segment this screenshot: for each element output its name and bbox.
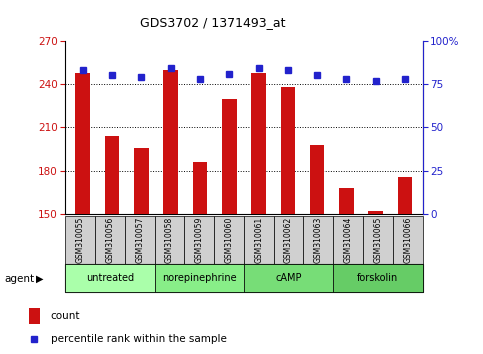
Bar: [75, 73, 90, 214]
Bar: [65, 216, 95, 264]
Text: GSM310059: GSM310059: [195, 217, 204, 263]
Bar: [105, 136, 119, 214]
Text: GSM310061: GSM310061: [255, 217, 263, 263]
Bar: [125, 216, 155, 264]
Text: agent: agent: [5, 274, 35, 284]
Bar: [163, 70, 178, 214]
Bar: [333, 216, 363, 264]
Text: GSM310066: GSM310066: [403, 217, 412, 263]
Bar: [274, 216, 303, 264]
Text: ▶: ▶: [36, 274, 44, 284]
Bar: [214, 216, 244, 264]
Text: GSM310064: GSM310064: [344, 217, 353, 263]
Text: forskolin: forskolin: [357, 273, 398, 283]
Bar: [244, 216, 274, 264]
Text: GSM310062: GSM310062: [284, 217, 293, 263]
Bar: [393, 216, 423, 264]
Text: count: count: [51, 311, 80, 321]
Bar: [193, 162, 207, 214]
Text: GSM310058: GSM310058: [165, 217, 174, 263]
Text: percentile rank within the sample: percentile rank within the sample: [51, 334, 227, 344]
Bar: [155, 264, 244, 292]
Bar: [29, 308, 40, 324]
Bar: [65, 264, 155, 292]
Text: GSM310063: GSM310063: [314, 217, 323, 263]
Bar: [244, 264, 333, 292]
Text: GSM310057: GSM310057: [135, 217, 144, 263]
Bar: [251, 73, 266, 214]
Bar: [310, 145, 325, 214]
Bar: [363, 216, 393, 264]
Text: cAMP: cAMP: [275, 273, 302, 283]
Bar: [369, 211, 383, 214]
Bar: [339, 188, 354, 214]
Text: GSM310065: GSM310065: [373, 217, 383, 263]
Text: untreated: untreated: [86, 273, 134, 283]
Bar: [303, 216, 333, 264]
Bar: [185, 216, 214, 264]
Text: norepinephrine: norepinephrine: [162, 273, 237, 283]
Bar: [95, 216, 125, 264]
Text: GDS3702 / 1371493_at: GDS3702 / 1371493_at: [140, 16, 285, 29]
Bar: [281, 87, 295, 214]
Bar: [333, 264, 423, 292]
Bar: [398, 177, 412, 214]
Text: GSM310055: GSM310055: [76, 217, 85, 263]
Bar: [134, 148, 149, 214]
Text: GSM310060: GSM310060: [225, 217, 233, 263]
Text: GSM310056: GSM310056: [105, 217, 114, 263]
Bar: [222, 98, 237, 214]
Bar: [155, 216, 185, 264]
